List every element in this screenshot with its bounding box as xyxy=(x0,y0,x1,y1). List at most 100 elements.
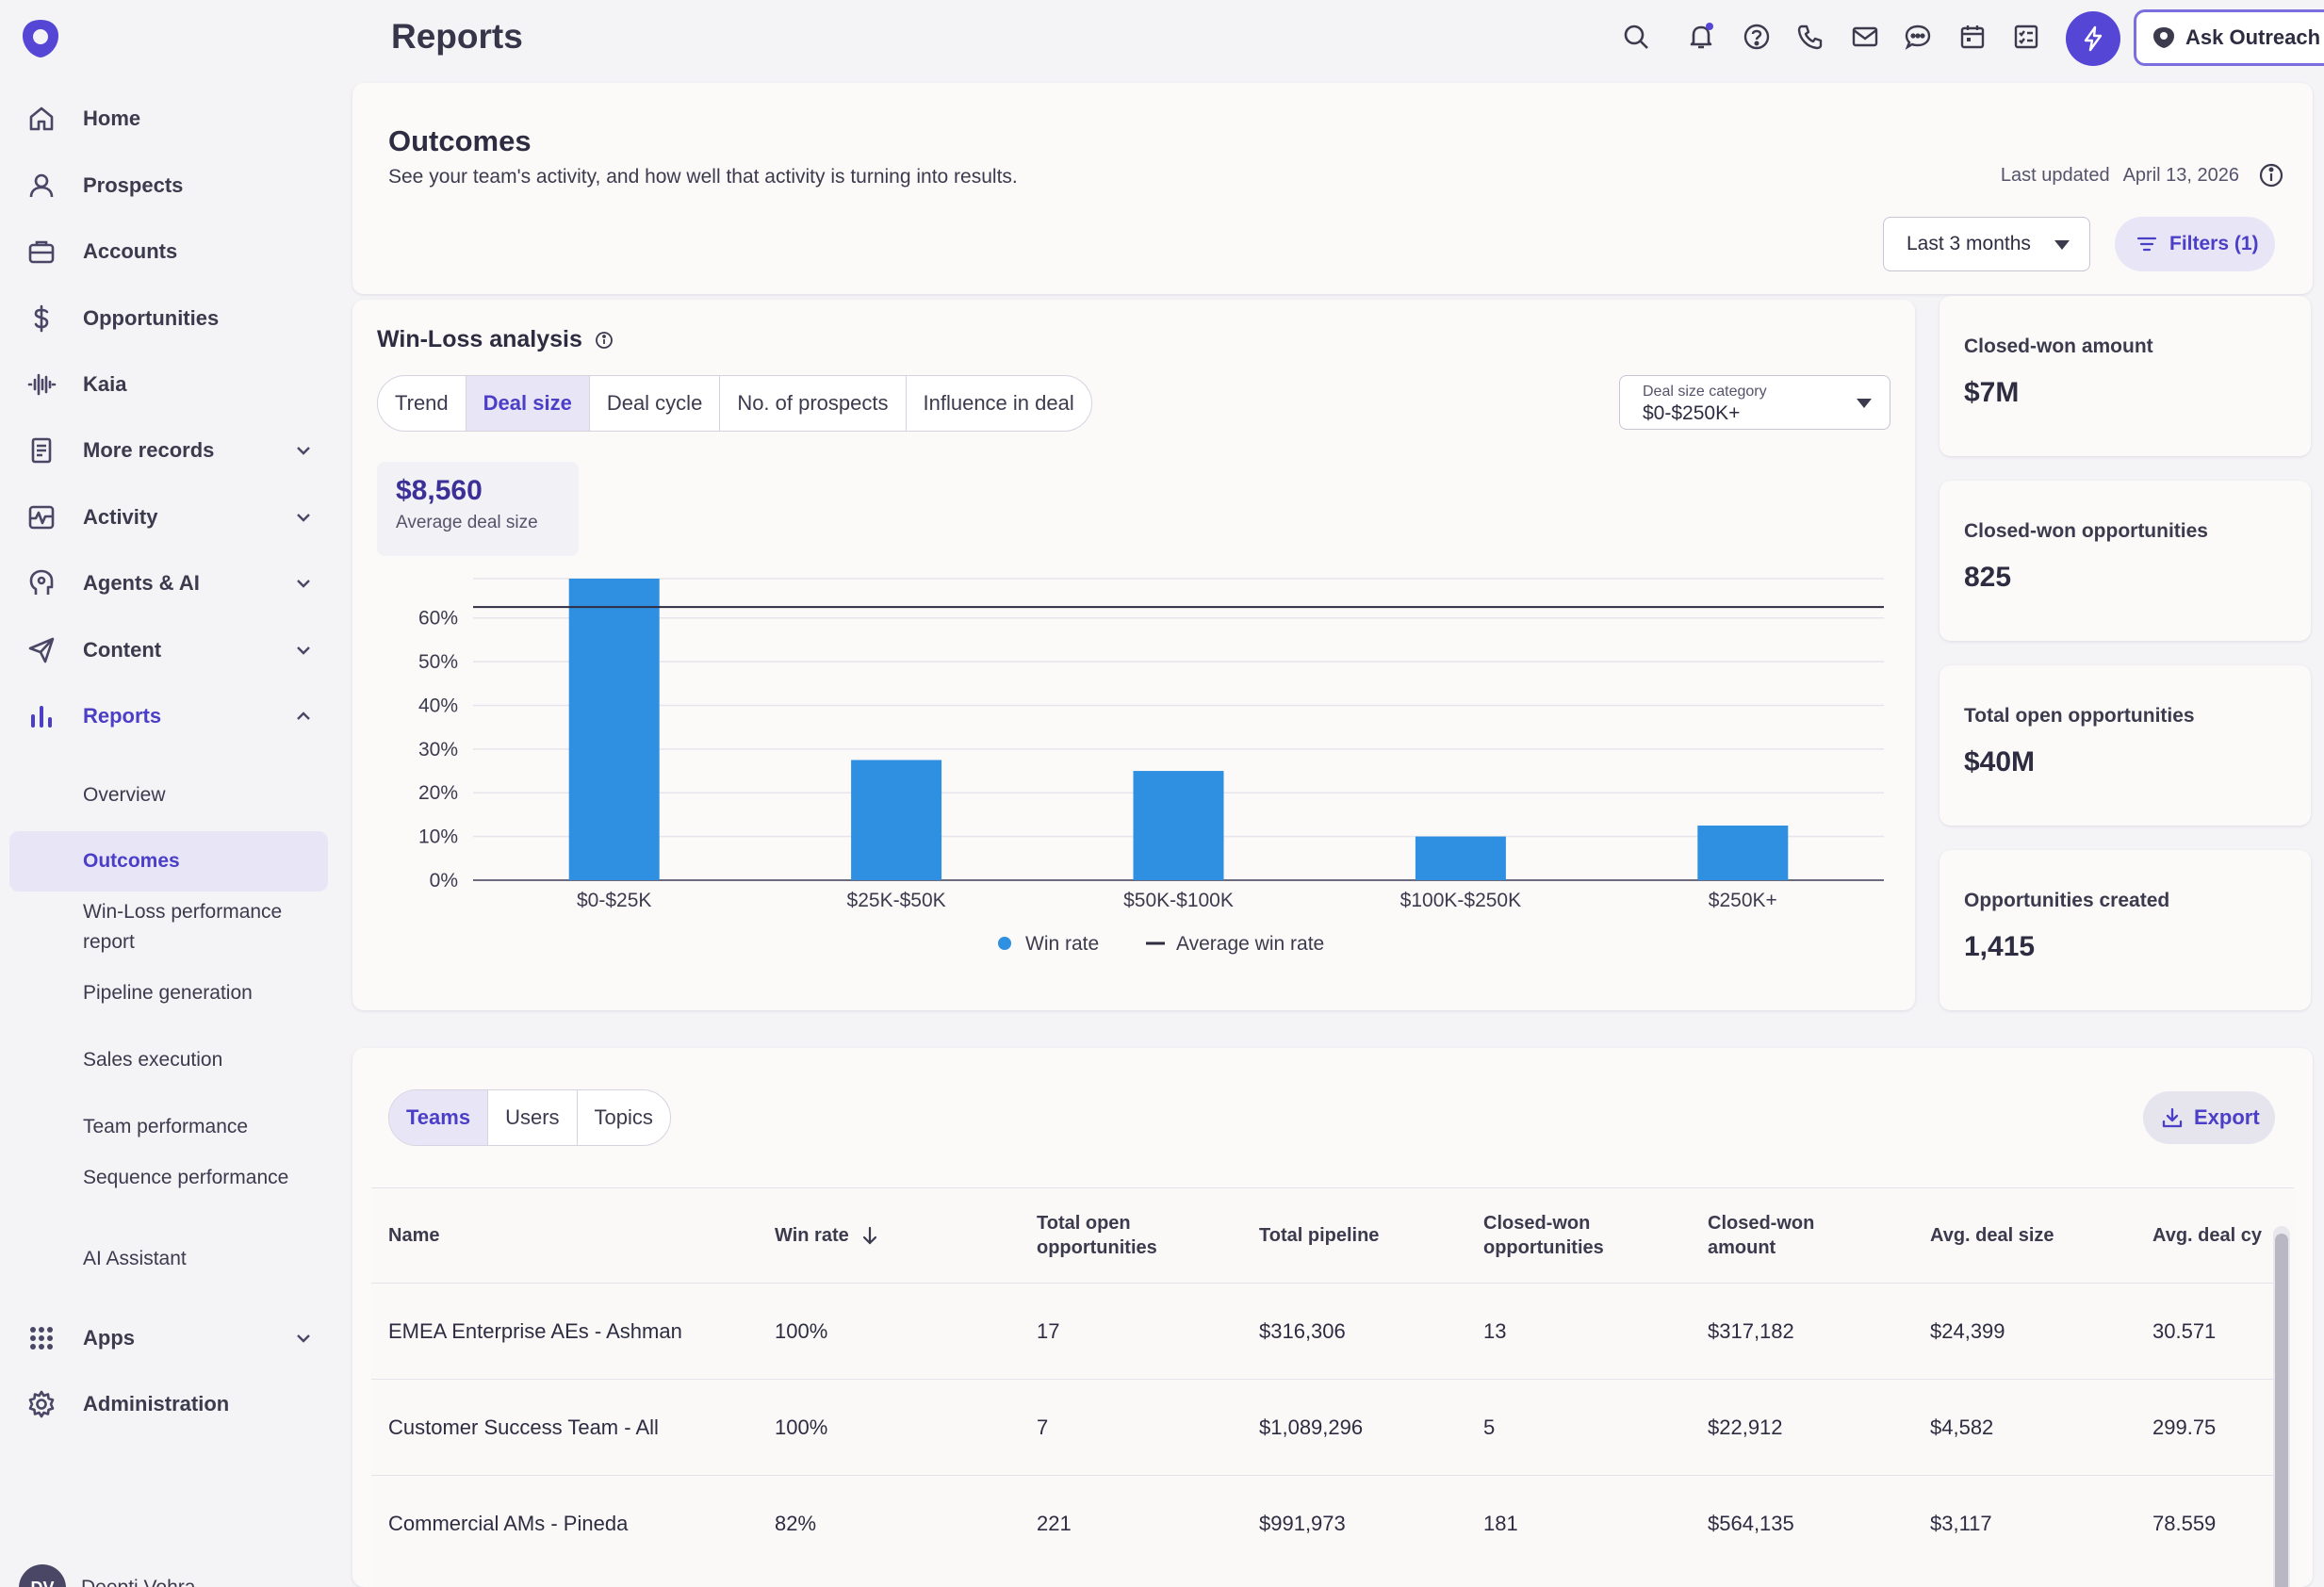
sidebar-subitem-sales-execution[interactable]: Sales execution xyxy=(83,1049,223,1071)
table-scrollbar-thumb[interactable] xyxy=(2275,1234,2288,1587)
y-tick-label: 10% xyxy=(418,826,458,848)
info-icon[interactable] xyxy=(594,330,614,351)
x-tick-label: $25K-$50K xyxy=(847,890,946,911)
phone-icon[interactable] xyxy=(1792,19,1828,55)
chevron-down-icon[interactable] xyxy=(292,506,315,529)
x-tick-label: $250K+ xyxy=(1709,890,1777,911)
briefcase-icon xyxy=(25,235,58,269)
sidebar-subitem-sequence-performance[interactable]: Sequence performance xyxy=(83,1167,289,1188)
sidebar-item-agents-ai[interactable]: Agents & AI xyxy=(0,557,341,610)
table-row[interactable]: EMEA Enterprise AEs - Ashman 100% 17 $31… xyxy=(371,1283,2275,1379)
sidebar-item-opportunities[interactable]: Opportunities xyxy=(0,292,341,345)
tab-influence-in-deal[interactable]: Influence in deal xyxy=(923,391,1074,415)
bell-icon[interactable] xyxy=(1683,19,1719,55)
sidebar-subitem-overview[interactable]: Overview xyxy=(83,784,166,806)
sidebar-item-home[interactable]: Home xyxy=(0,92,341,145)
sidebar-subitem-outcomes[interactable]: Outcomes xyxy=(9,831,328,892)
sidebar-item-apps[interactable]: Apps xyxy=(0,1312,341,1365)
cell-win-rate: 100% xyxy=(775,1319,828,1343)
teams-table-card: Teams Users Topics Export Name Win rate … xyxy=(352,1048,2313,1587)
filters-label: Filters (1) xyxy=(2169,233,2259,254)
tab-teams[interactable]: Teams xyxy=(389,1090,489,1145)
last-updated-date: April 13, 2026 xyxy=(2122,164,2239,186)
ask-outreach-button[interactable]: Ask Outreach xyxy=(2134,9,2324,66)
column-header-closed-won-opportunities[interactable]: Closed-won opportunities xyxy=(1483,1213,1604,1258)
date-range-dropdown[interactable]: Last 3 months xyxy=(1883,217,2090,271)
sidebar-subitem-pipeline-generation[interactable]: Pipeline generation xyxy=(83,982,253,1004)
filters-button[interactable]: Filters (1) xyxy=(2115,217,2275,271)
x-tick-label: $100K-$250K xyxy=(1400,890,1521,911)
help-icon[interactable] xyxy=(1739,19,1775,55)
deal-size-select-value: $0-$250K+ xyxy=(1643,402,1741,424)
cell-name[interactable]: EMEA Enterprise AEs - Ashman xyxy=(388,1319,682,1343)
stat-label: Total open opportunities xyxy=(1964,705,2195,727)
calendar-icon[interactable] xyxy=(1955,19,1990,55)
cell-name[interactable]: Commercial AMs - Pineda xyxy=(388,1512,629,1535)
chevron-down-icon[interactable] xyxy=(292,639,315,662)
sidebar-subitem-team-performance[interactable]: Team performance xyxy=(83,1116,249,1137)
tab-trend[interactable]: Trend xyxy=(378,376,466,431)
cell-total-pipeline: $991,973 xyxy=(1259,1512,1346,1535)
column-header-name[interactable]: Name xyxy=(388,1225,440,1246)
mail-icon[interactable] xyxy=(1847,19,1883,55)
download-icon xyxy=(2162,1107,2183,1128)
outreach-logo-icon[interactable] xyxy=(19,17,62,60)
tab-deal-cycle[interactable]: Deal cycle xyxy=(590,376,721,431)
user-profile[interactable]: DV Deepti Vohra xyxy=(19,1564,195,1587)
sidebar-item-reports[interactable]: Reports xyxy=(0,690,341,743)
sidebar-item-content[interactable]: Content xyxy=(0,624,341,677)
sidebar-item-kaia[interactable]: Kaia xyxy=(0,358,341,411)
bar-0 xyxy=(568,579,660,880)
win-loss-title-text: Win-Loss analysis xyxy=(377,326,582,352)
cell-avg-deal-size: $24,399 xyxy=(1930,1319,2005,1343)
quick-actions-button[interactable] xyxy=(2066,11,2120,66)
tab-users[interactable]: Users xyxy=(488,1090,578,1145)
sidebar-item-more-records[interactable]: More records xyxy=(0,424,341,477)
sidebar-item-label: More records xyxy=(83,438,215,462)
table-row[interactable]: Customer Success Team - All 100% 7 $1,08… xyxy=(371,1379,2275,1475)
sidebar-item-activity[interactable]: Activity xyxy=(0,491,341,544)
last-updated: Last updated April 13, 2026 xyxy=(2001,162,2284,188)
deal-size-category-select[interactable]: Deal size category $0-$250K+ xyxy=(1619,375,1890,430)
export-button[interactable]: Export xyxy=(2143,1091,2275,1144)
bar-3 xyxy=(1415,836,1506,880)
search-icon[interactable] xyxy=(1618,19,1654,55)
chevron-up-icon[interactable] xyxy=(292,705,315,728)
chevron-down-icon[interactable] xyxy=(292,439,315,462)
last-updated-label: Last updated xyxy=(2000,164,2110,186)
column-header-win-rate[interactable]: Win rate xyxy=(775,1188,879,1283)
column-header-total-pipeline[interactable]: Total pipeline xyxy=(1259,1225,1380,1246)
export-label: Export xyxy=(2194,1105,2260,1129)
column-header-closed-won-amount[interactable]: Closed-won amount xyxy=(1708,1213,1815,1258)
tab-topics[interactable]: Topics xyxy=(594,1105,653,1129)
sidebar-subitem-win-loss[interactable]: Win-Loss performance report xyxy=(83,901,283,953)
sidebar-item-label: Apps xyxy=(83,1326,135,1350)
info-icon[interactable] xyxy=(2258,162,2284,188)
table-row[interactable]: Commercial AMs - Pineda 82% 221 $991,973… xyxy=(371,1475,2275,1571)
legend-label-win-rate: Win rate xyxy=(1025,933,1099,955)
waveform-icon xyxy=(25,368,58,401)
chevron-down-icon[interactable] xyxy=(292,572,315,595)
outcomes-subtitle: See your team's activity, and how well t… xyxy=(388,166,1018,188)
sidebar-item-administration[interactable]: Administration xyxy=(0,1378,341,1431)
cell-closed-won-amount: $22,912 xyxy=(1708,1415,1783,1439)
column-header-avg-deal-size[interactable]: Avg. deal size xyxy=(1930,1225,2054,1246)
outcomes-title: Outcomes xyxy=(388,124,532,157)
sidebar-item-label: Activity xyxy=(83,505,158,529)
grid-dots-icon xyxy=(25,1321,58,1355)
legend-label-average-win-rate: Average win rate xyxy=(1176,933,1324,955)
tasks-icon[interactable] xyxy=(2008,19,2044,55)
tab-deal-size[interactable]: Deal size xyxy=(466,376,590,431)
sidebar-subitem-ai-assistant[interactable]: AI Assistant xyxy=(83,1248,187,1269)
cell-name[interactable]: Customer Success Team - All xyxy=(388,1415,659,1439)
win-loss-card: Win-Loss analysis Trend Deal size Deal c… xyxy=(352,300,1915,1010)
cell-avg-deal-size: $4,582 xyxy=(1930,1415,1994,1439)
chevron-down-icon[interactable] xyxy=(292,1327,315,1350)
stat-card-total-open-opportunities: Total open opportunities $40M xyxy=(1939,665,2311,826)
tab-no-of-prospects[interactable]: No. of prospects xyxy=(720,376,907,431)
sidebar-item-prospects[interactable]: Prospects xyxy=(0,159,341,212)
column-header-total-open-opportunities[interactable]: Total open opportunities xyxy=(1037,1213,1157,1258)
chat-icon[interactable] xyxy=(1900,19,1936,55)
sidebar-item-accounts[interactable]: Accounts xyxy=(0,225,341,278)
column-header-avg-deal-cycle[interactable]: Avg. deal cy xyxy=(2152,1225,2262,1246)
